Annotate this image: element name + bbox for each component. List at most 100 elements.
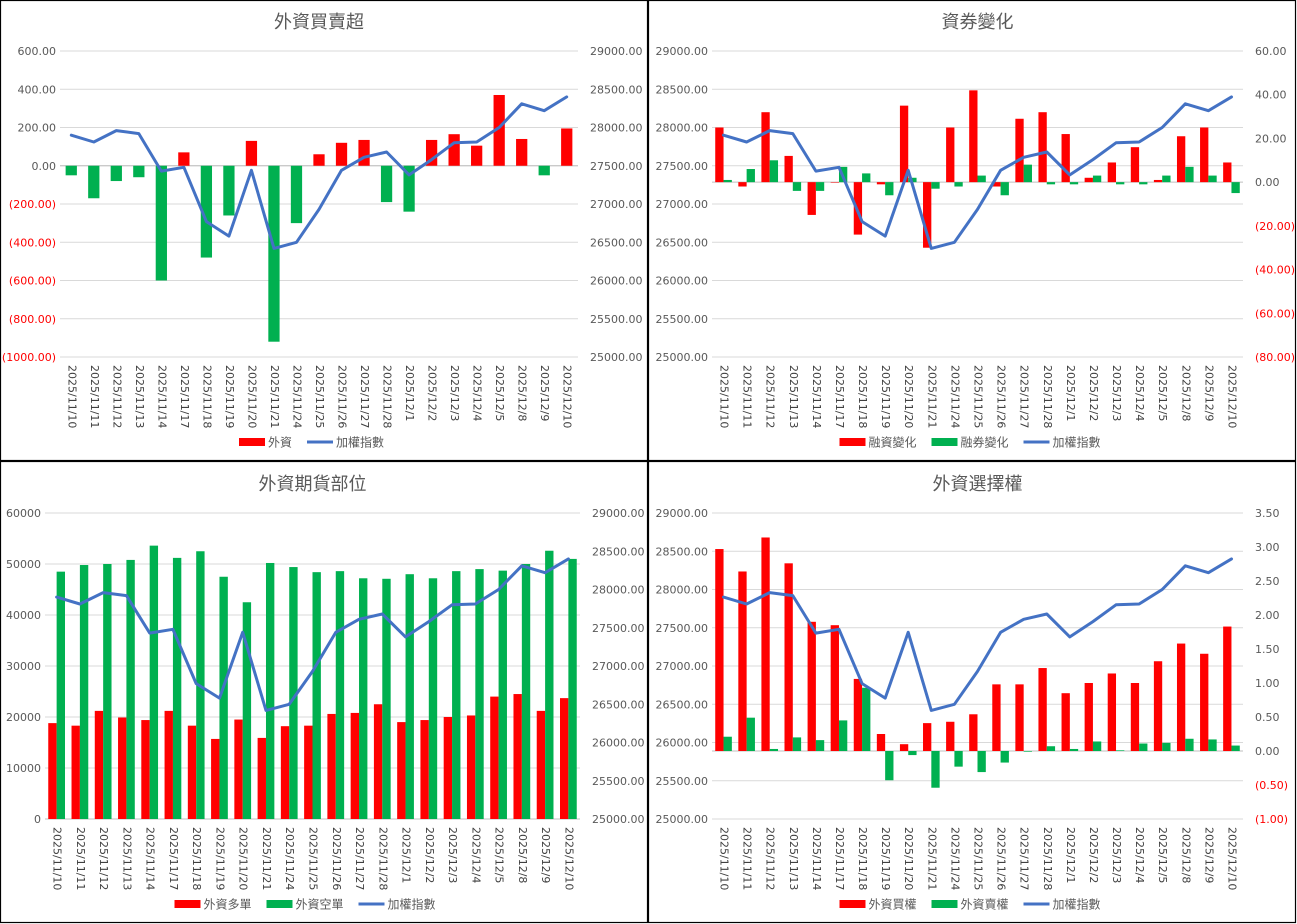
chart-title: 外資買賣超: [274, 12, 364, 33]
y-left-tick-label: 25500.00: [656, 775, 709, 788]
bar: [1231, 182, 1240, 194]
chart-frame-1: [0, 0, 649, 462]
bar: [327, 713, 336, 819]
bar: [1231, 745, 1240, 751]
y-right-tick-label: 25500.00: [592, 775, 645, 788]
bar: [103, 564, 112, 819]
bar: [155, 165, 167, 281]
bar: [761, 537, 770, 751]
bar: [1130, 147, 1140, 183]
bar: [1162, 175, 1171, 183]
bar: [969, 90, 978, 183]
y-right-tick-label: 25000.00: [592, 813, 645, 826]
x-tick-label: 2025/11/11: [741, 365, 754, 428]
x-tick-label: 2025/11/12: [110, 365, 123, 428]
x-tick-label: 2025/11/17: [833, 365, 846, 428]
bar: [1176, 136, 1186, 183]
y-left-tick-label: 0.00: [32, 160, 57, 173]
bar: [1200, 127, 1209, 183]
bar: [335, 142, 348, 166]
bar: [862, 687, 871, 751]
x-tick-label: 2025/12/2: [1087, 365, 1100, 421]
y-left-tick-label: 27500.00: [656, 160, 709, 173]
bar: [815, 182, 825, 191]
bar: [815, 740, 825, 751]
bar: [48, 723, 57, 819]
y-right-tick-label: (40.00): [1255, 264, 1295, 277]
bar: [335, 571, 345, 819]
x-tick-label: 2025/11/12: [97, 827, 110, 890]
x-tick-label: 2025/11/17: [178, 365, 191, 428]
bar: [1061, 134, 1070, 183]
x-tick-label: 2025/12/10: [1225, 365, 1238, 428]
bar: [923, 723, 932, 751]
chart-title: 外資期貨部位: [259, 474, 367, 495]
x-tick-label: 2025/11/10: [718, 827, 731, 890]
bar: [1038, 112, 1047, 183]
bar: [715, 127, 724, 183]
x-tick-label: 2025/11/20: [245, 365, 258, 428]
x-tick-label: 2025/11/18: [200, 365, 213, 428]
y-right-tick-label: 27000.00: [590, 198, 643, 211]
bar: [723, 736, 732, 751]
bar: [1107, 673, 1117, 751]
x-tick-label: 2025/11/14: [810, 365, 823, 428]
bar: [536, 710, 546, 819]
legend-label: 外資: [268, 436, 292, 450]
x-tick-label: 2025/12/9: [539, 827, 552, 883]
y-right-tick-label: 27500.00: [592, 622, 645, 635]
bar: [1185, 166, 1194, 183]
x-tick-label: 2025/11/17: [833, 827, 846, 890]
bar: [761, 112, 770, 183]
bar: [65, 165, 77, 176]
bar: [359, 578, 368, 819]
bar: [133, 165, 145, 178]
x-tick-label: 2025/11/27: [353, 827, 366, 890]
y-right-tick-label: 20.00: [1255, 132, 1287, 145]
y-left-tick-label: 25500.00: [656, 313, 709, 326]
bar: [931, 182, 940, 189]
x-tick-label: 2025/11/20: [902, 365, 915, 428]
bar: [1069, 182, 1079, 185]
legend-swatch: [239, 438, 265, 446]
bar: [792, 182, 802, 191]
bar: [746, 717, 755, 751]
bar: [807, 182, 816, 215]
bar: [313, 154, 325, 166]
bar: [358, 139, 370, 166]
y-right-tick-label: 26000.00: [590, 275, 643, 288]
bar: [79, 565, 89, 819]
index-line: [722, 95, 1233, 250]
bar: [784, 155, 793, 183]
y-left-tick-label: 26000.00: [656, 737, 709, 750]
bar: [280, 726, 290, 819]
bar: [1084, 177, 1093, 183]
x-tick-label: 2025/11/26: [336, 365, 349, 428]
bar: [769, 160, 779, 183]
y-left-tick-label: 28000.00: [656, 122, 709, 135]
y-right-tick-label: 25000.00: [590, 351, 643, 364]
x-tick-label: 2025/12/2: [1087, 827, 1100, 883]
bar: [908, 751, 917, 756]
x-tick-label: 2025/11/25: [313, 365, 326, 428]
x-tick-label: 2025/11/25: [972, 365, 985, 428]
legend-label: 外資多單: [204, 898, 252, 912]
bar: [88, 165, 100, 199]
x-tick-label: 2025/11/28: [376, 827, 389, 890]
bar: [954, 182, 963, 187]
x-tick-label: 2025/12/10: [561, 365, 574, 428]
y-right-tick-label: 27000.00: [592, 660, 645, 673]
y-left-tick-label: (1000.00): [2, 351, 56, 364]
y-left-tick-label: 26500.00: [656, 698, 709, 711]
x-tick-label: 2025/11/18: [856, 827, 869, 890]
bar: [223, 165, 235, 216]
bar: [471, 145, 483, 166]
bar: [1092, 175, 1102, 183]
bar: [830, 625, 839, 751]
bar: [56, 571, 66, 819]
x-tick-label: 2025/11/26: [330, 827, 343, 890]
bar: [862, 173, 871, 183]
x-tick-label: 2025/12/8: [1179, 827, 1192, 883]
bar: [561, 128, 573, 166]
